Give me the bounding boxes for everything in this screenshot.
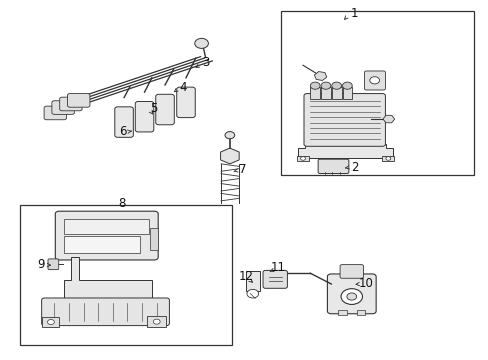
Circle shape <box>369 77 379 84</box>
Bar <box>310 87 320 99</box>
Circle shape <box>346 293 356 300</box>
FancyBboxPatch shape <box>176 87 195 118</box>
FancyBboxPatch shape <box>318 159 348 174</box>
Bar <box>297 156 308 161</box>
Bar <box>356 310 365 315</box>
Text: 5: 5 <box>150 102 158 115</box>
FancyBboxPatch shape <box>263 270 287 288</box>
FancyBboxPatch shape <box>115 107 133 137</box>
FancyBboxPatch shape <box>48 259 59 270</box>
Circle shape <box>153 319 160 324</box>
Bar <box>337 310 346 315</box>
Circle shape <box>310 82 320 89</box>
Bar <box>245 271 259 291</box>
FancyBboxPatch shape <box>135 102 154 132</box>
Circle shape <box>342 82 351 89</box>
FancyBboxPatch shape <box>44 106 66 120</box>
Bar <box>20 205 232 345</box>
Circle shape <box>300 157 305 160</box>
FancyBboxPatch shape <box>52 101 74 114</box>
Bar <box>64 235 140 253</box>
Bar <box>281 12 473 175</box>
Bar <box>147 316 166 327</box>
FancyBboxPatch shape <box>41 298 169 325</box>
Polygon shape <box>64 257 152 300</box>
Text: 9: 9 <box>38 258 45 271</box>
Text: 4: 4 <box>180 81 187 94</box>
Bar <box>331 87 341 99</box>
Text: 12: 12 <box>238 270 253 283</box>
Circle shape <box>331 82 341 89</box>
Text: 2: 2 <box>351 161 358 174</box>
Text: 3: 3 <box>202 56 209 69</box>
Bar <box>321 87 330 99</box>
Text: 1: 1 <box>350 7 357 20</box>
FancyBboxPatch shape <box>156 94 174 125</box>
Polygon shape <box>298 144 392 158</box>
Circle shape <box>224 132 234 139</box>
Bar <box>382 156 393 161</box>
Bar <box>342 87 351 99</box>
Circle shape <box>321 82 330 89</box>
Text: 11: 11 <box>270 261 285 274</box>
Bar <box>150 228 158 250</box>
FancyBboxPatch shape <box>67 94 90 107</box>
Text: 7: 7 <box>238 163 246 176</box>
Bar <box>42 317 59 327</box>
Circle shape <box>246 289 258 298</box>
FancyBboxPatch shape <box>60 97 82 111</box>
FancyBboxPatch shape <box>55 211 158 260</box>
Bar <box>64 220 149 234</box>
Circle shape <box>194 39 208 48</box>
FancyBboxPatch shape <box>364 71 385 90</box>
FancyBboxPatch shape <box>339 265 363 278</box>
Text: 10: 10 <box>358 278 373 291</box>
Text: 6: 6 <box>119 125 126 138</box>
Circle shape <box>340 289 362 305</box>
Circle shape <box>47 319 54 324</box>
FancyBboxPatch shape <box>304 94 385 146</box>
Circle shape <box>385 157 390 160</box>
FancyBboxPatch shape <box>327 274 375 314</box>
Text: 8: 8 <box>118 197 125 210</box>
